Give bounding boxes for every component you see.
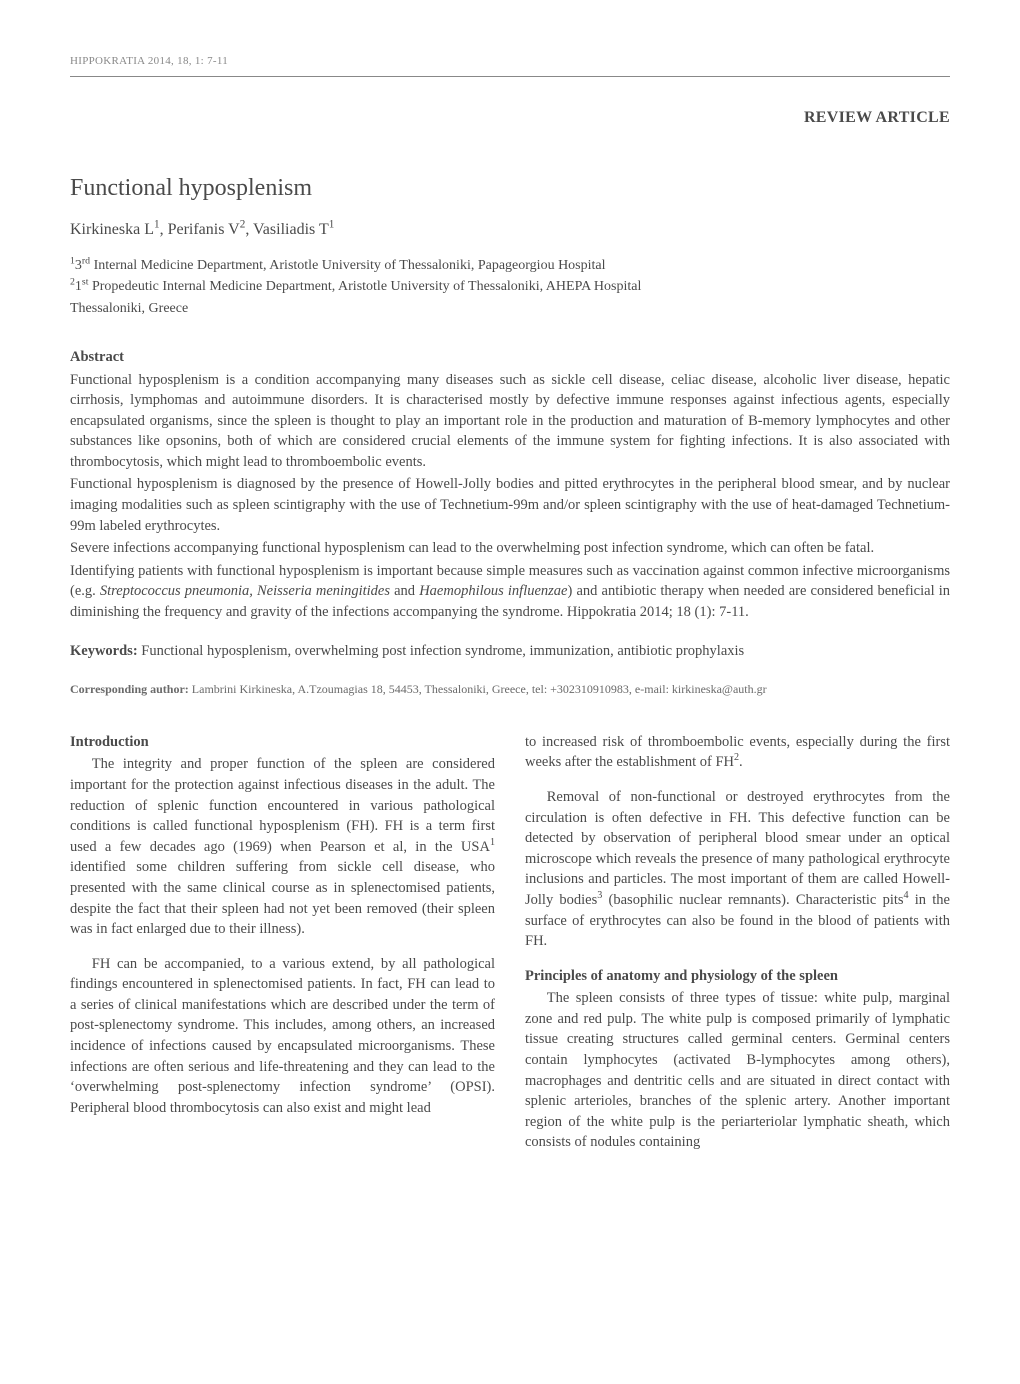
abstract-p2: Functional hyposplenism is diagnosed by … bbox=[70, 474, 950, 536]
abstract-p3: Severe infections accompanying functiona… bbox=[70, 538, 950, 559]
intro-p1: The integrity and proper function of the… bbox=[70, 754, 495, 939]
header-rule bbox=[70, 76, 950, 77]
introduction-heading: Introduction bbox=[70, 732, 495, 753]
intro-p2: FH can be accompanied, to a various exte… bbox=[70, 954, 495, 1119]
affiliation-1: 13rd Internal Medicine Department, Arist… bbox=[70, 256, 950, 276]
keywords-line: Keywords: Functional hyposplenism, overw… bbox=[70, 641, 950, 662]
article-title: Functional hyposplenism bbox=[70, 171, 950, 205]
intro-block-1: Introduction The integrity and proper fu… bbox=[70, 732, 495, 940]
intro-p4: Removal of non-functional or destroyed e… bbox=[525, 787, 950, 952]
principles-heading: Principles of anatomy and physiology of … bbox=[525, 966, 950, 987]
body-columns: Introduction The integrity and proper fu… bbox=[70, 732, 950, 1153]
intro-block-3: to increased risk of thromboembolic even… bbox=[525, 732, 950, 773]
abstract-block: Abstract Functional hyposplenism is a co… bbox=[70, 347, 950, 623]
authors-line: Kirkineska L1, Perifanis V2, Vasiliadis … bbox=[70, 219, 950, 242]
intro-p3: to increased risk of thromboembolic even… bbox=[525, 732, 950, 773]
principles-block: Principles of anatomy and physiology of … bbox=[525, 966, 950, 1153]
affiliation-city: Thessaloniki, Greece bbox=[70, 299, 950, 319]
article-type: REVIEW ARTICLE bbox=[70, 107, 950, 130]
intro-block-4: Removal of non-functional or destroyed e… bbox=[525, 787, 950, 952]
principles-p1: The spleen consists of three types of ti… bbox=[525, 988, 950, 1153]
running-head: HIPPOKRATIA 2014, 18, 1: 7-11 bbox=[70, 54, 950, 70]
keywords-text: Functional hyposplenism, overwhelming po… bbox=[138, 643, 745, 659]
abstract-heading: Abstract bbox=[70, 347, 950, 368]
correspondence-label: Corresponding author: bbox=[70, 682, 189, 696]
affiliations: 13rd Internal Medicine Department, Arist… bbox=[70, 256, 950, 319]
abstract-p1: Functional hyposplenism is a condition a… bbox=[70, 370, 950, 473]
correspondence-text: Lambrini Kirkineska, A.Tzoumagias 18, 54… bbox=[189, 682, 767, 696]
corresponding-author: Corresponding author: Lambrini Kirkinesk… bbox=[70, 681, 950, 698]
intro-block-2: FH can be accompanied, to a various exte… bbox=[70, 954, 495, 1119]
abstract-p4: Identifying patients with functional hyp… bbox=[70, 561, 950, 623]
affiliation-2: 21st Propedeutic Internal Medicine Depar… bbox=[70, 277, 950, 297]
keywords-label: Keywords: bbox=[70, 643, 138, 659]
